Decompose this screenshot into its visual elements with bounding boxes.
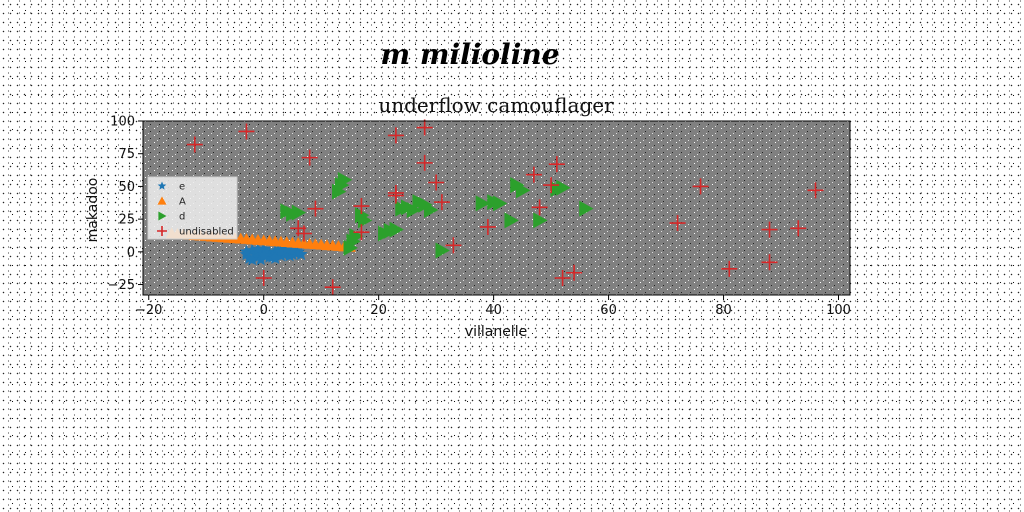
data-point [387,127,404,144]
figure-suptitle: m milioline [380,38,559,71]
y-tick-label: 75 [118,147,135,162]
x-tick-label: 80 [715,303,732,318]
x-axis-label: villanelle [465,324,527,340]
x-tick-label: 60 [600,303,617,318]
data-point [533,212,548,229]
data-point [543,177,560,194]
data-point [353,198,370,215]
data-point [525,166,542,183]
x-axis: −20 0 20 40 60 80 100 [135,295,851,318]
data-point [307,200,324,217]
data-point [349,228,364,245]
data-point [433,194,450,211]
data-point [295,225,312,242]
data-point [274,244,288,258]
data-point [301,149,318,166]
legend-marker [157,181,167,190]
legend: eAd undisabled [147,176,238,240]
y-axis-label: makadoo [85,178,101,243]
data-point [475,195,491,212]
data-point [416,154,433,171]
data-point [515,182,531,199]
data-point [435,242,450,259]
data-point [492,195,508,212]
data-point [353,224,370,241]
data-point [251,242,265,255]
data-point [761,254,778,271]
data-point [239,244,254,258]
data-point [669,215,686,232]
data-point [761,221,778,238]
x-tick-label: 100 [826,303,851,318]
plot-frame [142,120,851,296]
legend-label: d [179,212,185,223]
data-point [406,201,422,218]
data-point [790,220,807,237]
data-point [548,156,565,173]
legend-label: A [179,197,186,208]
data-point [324,279,341,296]
data-point [389,221,404,238]
data-point [186,136,203,153]
data-point [579,200,594,217]
data-point [445,237,462,254]
data-point [416,119,433,136]
data-point [423,201,439,218]
legend-marker [157,226,167,236]
data-point [479,218,496,235]
series-3 [186,119,824,296]
legend-label: e [179,182,185,193]
plot-area [142,119,851,296]
x-tick-label: 20 [370,303,387,318]
y-tick-label: −25 [108,278,135,293]
data-point [268,251,282,264]
x-tick-label: −20 [135,303,162,318]
data-point [337,171,353,188]
data-point [255,269,272,286]
data-point [387,187,404,204]
x-tick-label: 0 [260,303,268,318]
data-point [504,212,519,229]
data-marks [165,119,824,296]
y-tick-label: 50 [118,180,135,195]
data-point [554,269,571,286]
data-point [238,123,255,140]
data-point [566,264,583,281]
data-point [556,179,571,196]
y-tick-label: 25 [118,213,135,228]
y-tick-label: 0 [127,245,135,260]
legend-label: undisabled [179,227,234,238]
data-point [257,248,271,262]
data-point [428,174,445,191]
data-point [721,260,738,277]
data-point [245,252,259,266]
legend-marker [158,211,167,221]
data-point [291,204,307,221]
data-point [807,182,824,199]
data-point [280,242,294,255]
y-axis: −25 0 25 50 75 100 [108,115,143,293]
series-0 [239,242,308,266]
data-point [531,199,548,216]
data-point [692,178,709,195]
x-tick-label: 40 [485,303,502,318]
data-point [294,247,308,261]
y-tick-label: 100 [110,115,135,130]
legend-marker [157,196,167,205]
chart-title: underflow camouflager [378,93,614,117]
